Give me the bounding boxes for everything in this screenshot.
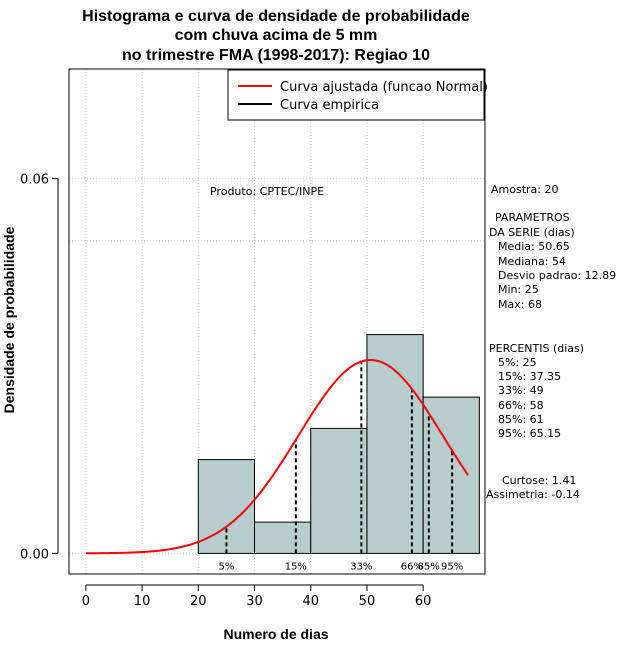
product-annotation: Produto: CPTEC/INPE bbox=[210, 185, 324, 198]
x-axis-label: Numero de dias bbox=[223, 626, 328, 642]
percentile-label: 5% bbox=[218, 561, 234, 572]
histogram-bars bbox=[197, 334, 480, 554]
percentile-label: 15% bbox=[285, 561, 307, 572]
parameter-mean: Media: 50.65 bbox=[498, 240, 570, 253]
percentile-lines bbox=[225, 361, 454, 554]
percentile-5: 5%: 25 bbox=[498, 356, 537, 369]
legend-box bbox=[227, 69, 485, 121]
percentile-label: 85% bbox=[418, 561, 440, 572]
percentile-85: 85%: 61 bbox=[498, 413, 544, 426]
parameter-median: Mediana: 54 bbox=[498, 255, 566, 268]
percentiles-list: PERCENTIS (dias) 5%: 25 15%: 37.35 33%: … bbox=[489, 342, 584, 440]
y-tick-label: 0.06 bbox=[20, 172, 49, 187]
kurtosis: Curtose: 1.41 bbox=[502, 474, 576, 487]
x-tick-label: 50 bbox=[359, 594, 376, 609]
parameter-max: Max: 68 bbox=[498, 298, 542, 311]
normal-curve-layer bbox=[85, 358, 469, 555]
percentile-label: 95% bbox=[441, 561, 463, 572]
x-tick-label: 30 bbox=[246, 594, 263, 609]
series-parameters: PARAMETROS DA SERIE (dias) Media: 50.65 … bbox=[489, 211, 616, 311]
grid-lines bbox=[69, 69, 485, 574]
chart-title-line-3: no trimestre FMA (1998-2017): Regiao 10 bbox=[122, 47, 430, 64]
parameters-subtitle: DA SERIE (dias) bbox=[489, 226, 575, 239]
x-tick-label: 10 bbox=[134, 594, 151, 609]
histogram-bar bbox=[310, 427, 368, 554]
histogram-bar bbox=[366, 334, 424, 554]
normal-curve bbox=[85, 358, 469, 555]
percentile-labels: 5% 15% 33% 66%85% 95% bbox=[218, 561, 463, 572]
parameter-sd: Desvio padrao: 12.89 bbox=[498, 269, 616, 282]
x-axis: 0 10 20 30 40 50 60 bbox=[82, 584, 432, 609]
skewness: Assimetria: -0.14 bbox=[486, 488, 580, 501]
legend-label-fitted: Curva ajustada (funcao Normal) bbox=[280, 80, 488, 95]
percentiles-title: PERCENTIS (dias) bbox=[489, 342, 584, 355]
sample-size: Amostra: 20 bbox=[491, 183, 558, 196]
y-axis: 0.00 0.06 bbox=[20, 172, 59, 562]
percentile-label: 66% bbox=[401, 561, 423, 572]
x-tick-label: 20 bbox=[190, 594, 207, 609]
x-tick-label: 60 bbox=[415, 594, 432, 609]
percentile-33: 33%: 49 bbox=[498, 384, 544, 397]
parameter-min: Min: 25 bbox=[498, 283, 539, 296]
percentile-15: 15%: 37.35 bbox=[498, 370, 561, 383]
chart-title-line-2: com chuva acima de 5 mm bbox=[175, 27, 378, 44]
parameters-title: PARAMETROS bbox=[495, 211, 570, 224]
percentile-95: 95%: 65.15 bbox=[498, 427, 561, 440]
percentile-66: 66%: 58 bbox=[498, 399, 544, 412]
x-tick-label: 0 bbox=[82, 594, 90, 609]
y-axis-label: Densidade de probabilidade bbox=[1, 226, 17, 413]
histogram-bar bbox=[254, 521, 312, 554]
plot-frame bbox=[68, 68, 486, 575]
legend: Curva ajustada (funcao Normal) Curva emp… bbox=[227, 69, 488, 121]
y-tick-label: 0.00 bbox=[20, 547, 49, 562]
x-tick-label: 40 bbox=[302, 594, 319, 609]
percentile-label: 33% bbox=[350, 561, 372, 572]
legend-label-empirical: Curva empirica bbox=[280, 98, 379, 113]
chart-title-line-1: Histograma e curva de densidade de proba… bbox=[82, 8, 470, 25]
